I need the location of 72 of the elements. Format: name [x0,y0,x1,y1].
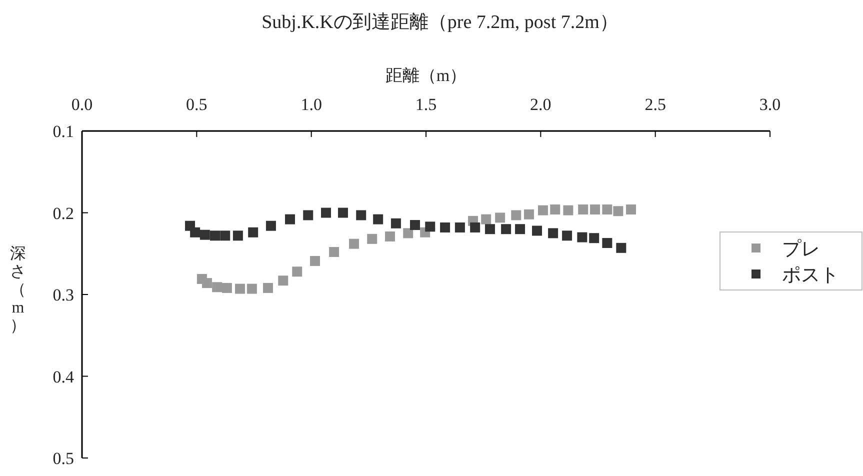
point [246,284,257,294]
point [384,231,395,242]
y-tick-label: 0.3 [52,286,74,304]
x-tick-label: 1.5 [415,95,437,114]
point [338,208,348,218]
point [220,230,230,241]
point [232,230,243,241]
point [235,284,246,294]
point [481,214,492,224]
point [589,233,600,244]
point [200,230,210,240]
point [524,209,534,220]
y-tick-label: 0.5 [52,449,74,468]
point [501,224,512,234]
point [495,212,506,223]
point [356,210,366,220]
point [212,282,222,292]
y-axis-title: 深さ（m） [10,246,26,334]
legend-label: ポスト [782,265,839,286]
point [222,282,232,293]
x-tick-label: 1.0 [300,95,322,114]
point [578,204,588,214]
point [403,228,414,238]
point [367,234,378,244]
point [515,224,526,234]
point [538,205,548,216]
point [262,282,273,293]
point [550,204,560,214]
point [278,276,288,286]
point [303,210,314,220]
point [484,224,495,234]
point [590,204,600,214]
point [440,222,450,232]
point [602,238,612,248]
point [292,266,302,277]
point [266,220,276,231]
point [454,222,465,232]
point [511,210,522,220]
legend-label: プレ [782,239,820,260]
point [348,238,359,249]
point [285,214,296,224]
x-axis-title: 距離（m） [385,66,467,85]
point [425,222,436,232]
point [626,204,636,214]
point [602,204,612,214]
x-tick-label: 0.5 [186,95,208,114]
point [562,230,572,241]
point [248,227,258,238]
point [321,208,332,218]
point [616,242,626,253]
point [373,214,384,224]
y-tick-label: 0.4 [52,367,74,386]
y-tick-label: 0.1 [52,122,74,141]
point [310,256,320,266]
point [210,230,220,241]
point [577,232,588,242]
point [532,226,542,236]
point [470,222,480,232]
point [613,206,624,216]
x-tick-label: 0.0 [71,95,93,114]
point [390,218,401,228]
point [329,246,340,257]
y-tick-label: 0.2 [52,204,74,223]
point [190,227,200,238]
x-tick-label: 2.0 [530,95,552,114]
point [563,205,574,216]
point [548,228,558,238]
x-tick-label: 3.0 [759,95,781,114]
point [410,220,420,230]
x-tick-label: 2.5 [644,95,666,114]
point [202,278,212,288]
chart-title: Subj.K.Kの到達距離（pre 7.2m, post 7.2m） [262,12,618,33]
